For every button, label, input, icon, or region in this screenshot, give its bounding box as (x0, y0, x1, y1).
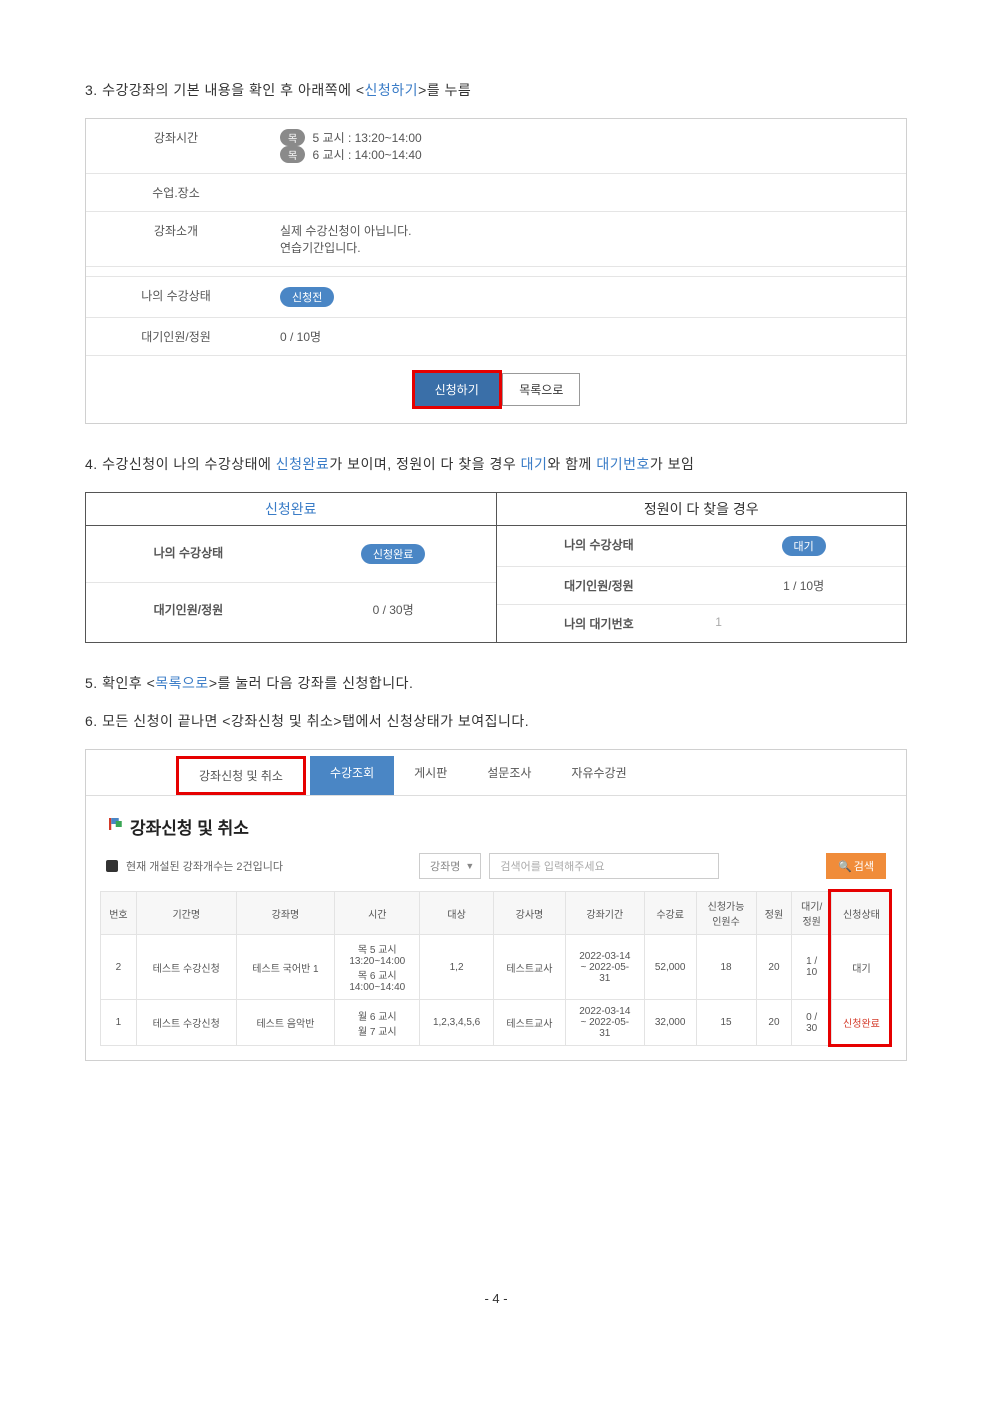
value-capacity: 0 / 10명 (266, 318, 906, 355)
chevron-down-icon: ▼ (465, 861, 474, 871)
section-title: 강좌신청 및 취소 (86, 796, 906, 853)
page-number: - 4 - (85, 1291, 907, 1306)
search-icon: 🔍 (838, 861, 852, 873)
status-wait-chip: 대기 (782, 536, 826, 556)
step-4: 4. 수강신청이 나의 수강상태에 신청완료가 보이며, 정원이 다 찾을 경우… (85, 454, 907, 474)
tabs: 강좌신청 및 취소 수강조회 게시판 설문조사 자유수강권 (86, 750, 906, 796)
course-table: 번호 기간명 강좌명 시간 대상 강사명 강좌기간 수강료 신청가능 인원수 정… (100, 891, 892, 1046)
col-target: 대상 (420, 892, 494, 935)
search-field-select[interactable]: 강좌명 ▼ (419, 853, 481, 879)
search-button[interactable]: 🔍검색 (826, 853, 886, 879)
apply-button-highlight: 신청하기 (412, 370, 502, 409)
list-button[interactable]: 목록으로 (502, 373, 580, 406)
col-course: 강좌명 (236, 892, 335, 935)
search-input[interactable]: 검색어를 입력해주세요 (489, 853, 719, 879)
step-5: 5. 확인후 <목록으로>를 눌러 다음 강좌를 신청합니다. (85, 673, 907, 693)
col-avail: 신청가능 인원수 (696, 892, 756, 935)
label-my-status: 나의 수강상태 (86, 277, 266, 317)
day-chip: 목 (280, 129, 305, 146)
label-capacity: 대기인원/정원 (86, 318, 266, 355)
col-range: 강좌기간 (565, 892, 644, 935)
tab-inquiry[interactable]: 수강조회 (310, 756, 394, 795)
filter-bar: 현재 개설된 강좌개수는 2건입니다 강좌명 ▼ 검색어를 입력해주세요 🔍검색 (86, 853, 906, 891)
tab-survey[interactable]: 설문조사 (467, 756, 551, 795)
label-location: 수업.장소 (86, 174, 266, 211)
col-teacher: 강사명 (493, 892, 565, 935)
col-wait: 대기/ 정원 (792, 892, 832, 935)
value-course-intro: 실제 수강신청이 아닙니다.연습기간입니다. (266, 212, 906, 266)
col-period: 기간명 (136, 892, 236, 935)
tab-voucher[interactable]: 자유수강권 (551, 756, 646, 795)
compare-table: 신청완료 나의 수강상태 신청완료 대기인원/정원 0 / 30명 정원이 다 … (85, 492, 907, 643)
compare-header-complete: 신청완료 (86, 493, 496, 526)
col-status: 신청상태 (831, 892, 891, 935)
course-info-panel: 강좌시간 목 5 교시 : 13:20~14:00 목 6 교시 : 14:00… (85, 118, 907, 424)
course-count-note: 현재 개설된 강좌개수는 2건입니다 (126, 858, 283, 874)
status-before-chip: 신청전 (280, 287, 334, 307)
label-course-time: 강좌시간 (86, 119, 266, 173)
compare-header-full: 정원이 다 찾을 경우 (497, 493, 907, 526)
table-row: 2테스트 수강신청테스트 국어반 1목 5 교시 13:20~14:00 목 6… (101, 935, 892, 1000)
col-fee: 수강료 (644, 892, 696, 935)
status-done-chip: 신청완료 (361, 544, 425, 564)
tab-apply-cancel[interactable]: 강좌신청 및 취소 (176, 756, 306, 795)
step-3: 3. 수강강좌의 기본 내용을 확인 후 아래쪽에 <신청하기>를 누름 (85, 80, 907, 100)
table-header-row: 번호 기간명 강좌명 시간 대상 강사명 강좌기간 수강료 신청가능 인원수 정… (101, 892, 892, 935)
col-cap: 정원 (756, 892, 792, 935)
note-icon (106, 860, 118, 872)
course-list-panel: 강좌신청 및 취소 수강조회 게시판 설문조사 자유수강권 강좌신청 및 취소 … (85, 749, 907, 1061)
step-6: 6. 모든 신청이 끝나면 <강좌신청 및 취소>탭에서 신청상태가 보여집니다… (85, 711, 907, 731)
day-chip: 목 (280, 146, 305, 163)
value-course-time: 목 5 교시 : 13:20~14:00 목 6 교시 : 14:00~14:4… (266, 119, 906, 173)
flag-icon (106, 815, 124, 838)
table-row: 1테스트 수강신청테스트 음악반월 6 교시 월 7 교시1,2,3,4,5,6… (101, 1000, 892, 1046)
col-no: 번호 (101, 892, 137, 935)
tab-board[interactable]: 게시판 (394, 756, 467, 795)
apply-button[interactable]: 신청하기 (415, 373, 499, 406)
col-time: 시간 (335, 892, 420, 935)
label-course-intro: 강좌소개 (86, 212, 266, 266)
